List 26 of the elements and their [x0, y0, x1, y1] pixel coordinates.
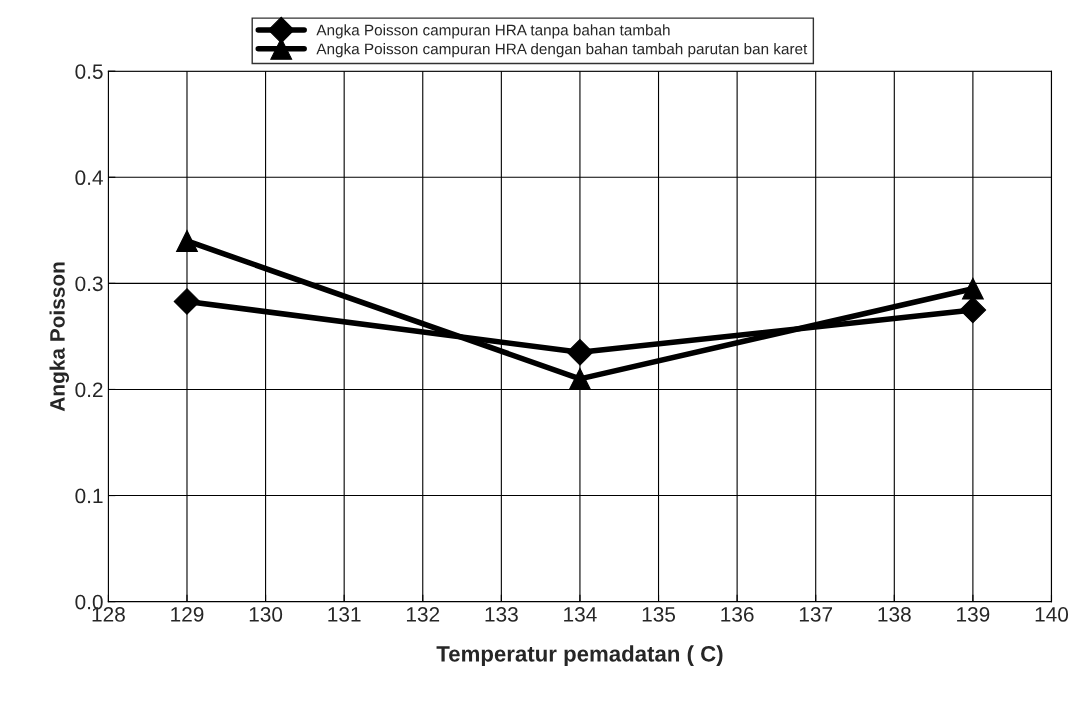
x-tick-label: 140 — [1035, 607, 1069, 622]
x-tick-label: 137 — [799, 607, 833, 622]
x-axis-title: Temperatur pemadatan ( C) — [436, 645, 723, 667]
point — [566, 339, 594, 366]
y-axis-title: Angka Poisson — [49, 262, 70, 412]
y-tick-label: 0.2 — [75, 382, 103, 398]
y-tick-label: 0.4 — [75, 170, 103, 186]
point — [173, 288, 201, 315]
point — [961, 277, 984, 300]
x-tick-label: 139 — [957, 607, 990, 622]
x-tick-label: 130 — [249, 607, 283, 622]
y-tick-label: 0.1 — [75, 488, 103, 504]
y-tick-label: 0.5 — [75, 64, 103, 79]
legend-label: Angka Poisson campuran HRA dengan bahan tambah parutan ban karet — [316, 43, 808, 58]
x-tick-label: 134 — [564, 607, 597, 622]
point — [569, 367, 591, 390]
x-tick-label: 138 — [878, 607, 911, 622]
x-tick-label: 136 — [721, 607, 754, 622]
x-tick-label: 133 — [485, 607, 518, 622]
y-tick-label: 0.3 — [75, 276, 103, 292]
x-tick-label: 132 — [406, 607, 440, 622]
x-tick-label: 135 — [642, 607, 676, 622]
legend-label: Angka Poisson campuran HRA tanpa bahan tambah — [316, 24, 670, 39]
point — [176, 230, 198, 252]
x-tick-label: 129 — [171, 607, 204, 622]
x-tick-label: 131 — [328, 607, 361, 622]
